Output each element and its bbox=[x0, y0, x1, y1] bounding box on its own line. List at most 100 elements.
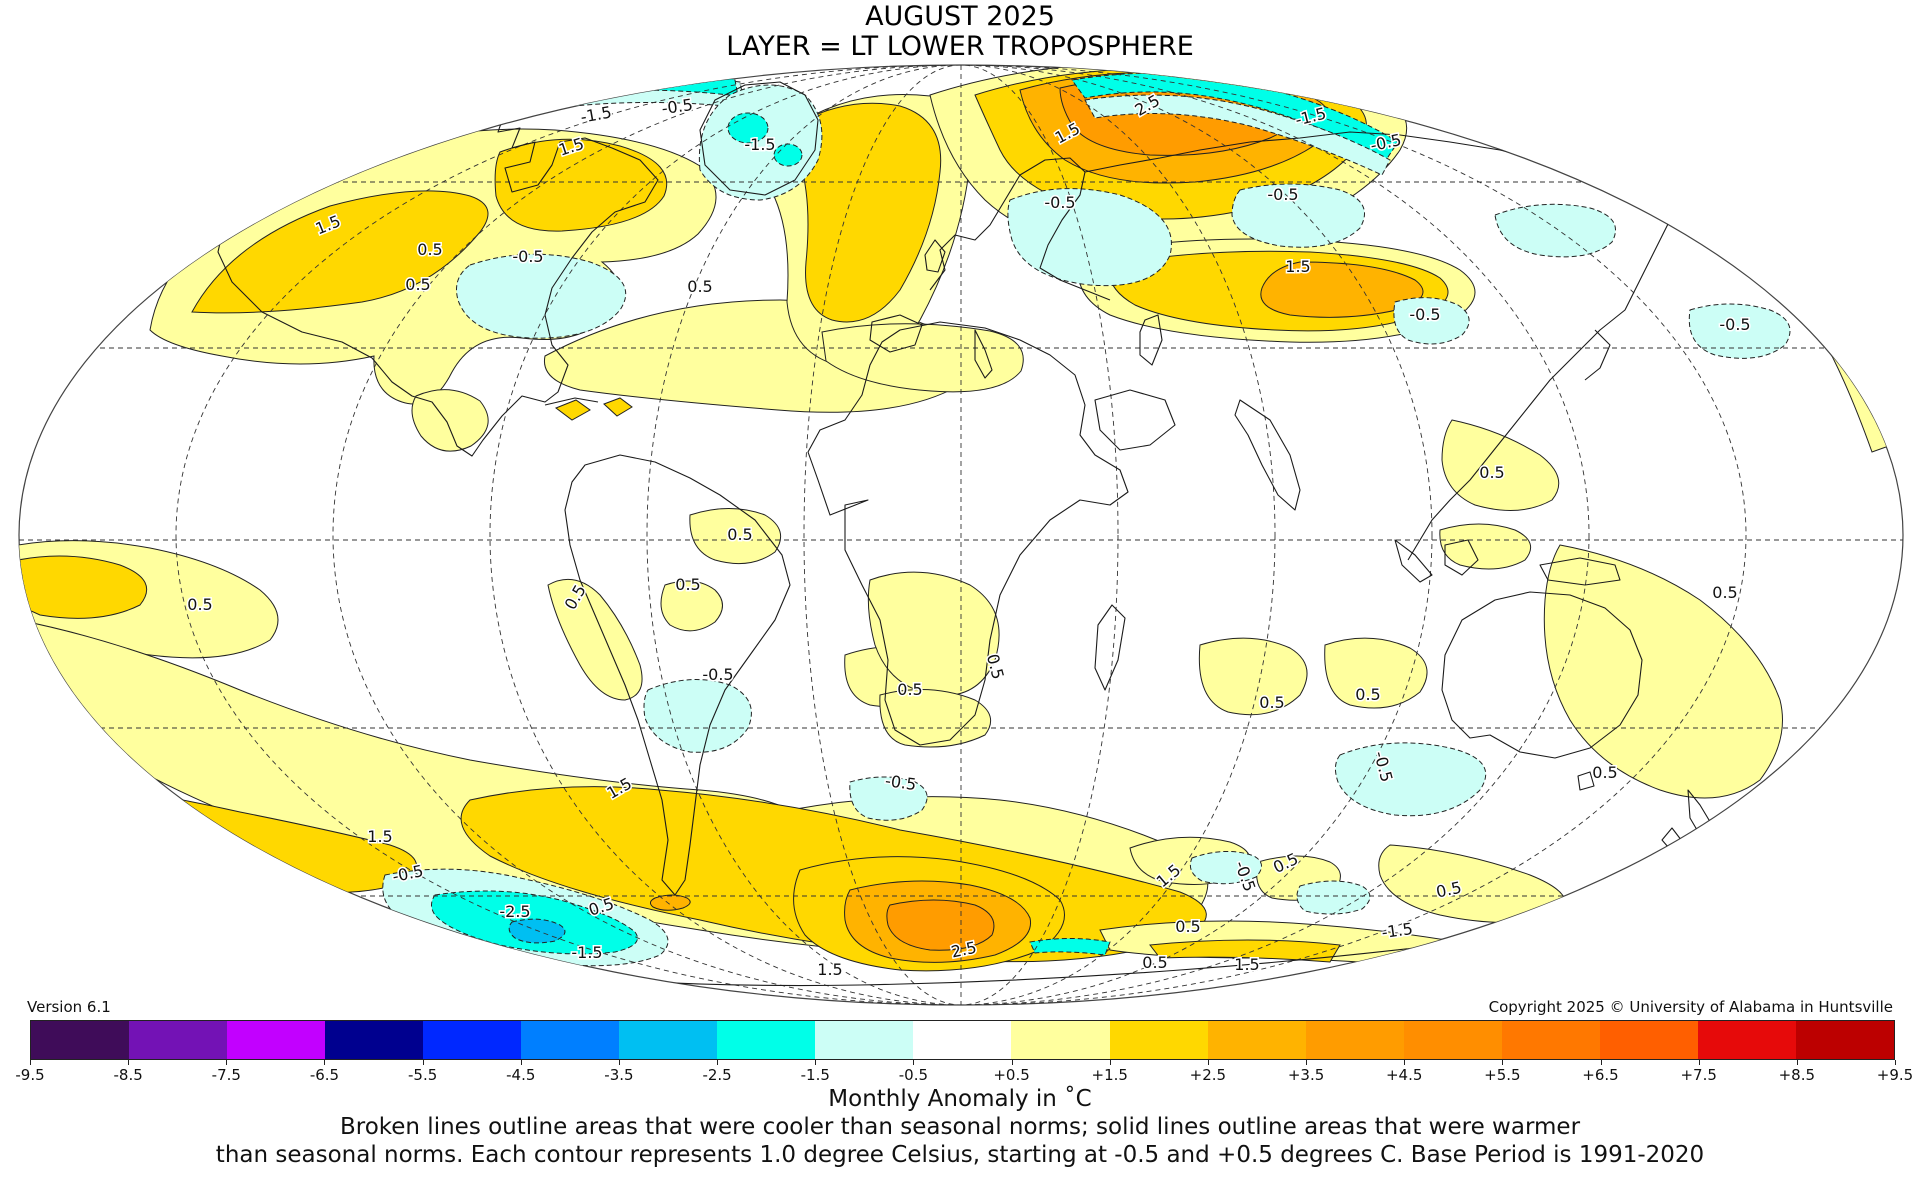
coast-madagascar bbox=[1094, 604, 1126, 691]
colorbar-segment bbox=[325, 1021, 424, 1059]
region-antarctic-warm-35 bbox=[886, 899, 995, 951]
contour-label: 1.5 bbox=[1797, 217, 1822, 236]
region-paraguay-cool bbox=[643, 679, 752, 753]
region-wpacific-cool bbox=[1393, 297, 1470, 345]
contour-label: 0.5 bbox=[1259, 693, 1284, 712]
contour-label: 0.5 bbox=[1592, 763, 1617, 782]
contour-label: 0.5 bbox=[1142, 953, 1167, 972]
contour-label: 0.5 bbox=[405, 275, 430, 294]
coast-europe-scandinavia bbox=[929, 157, 1111, 301]
region-caribbean-warm-2 bbox=[603, 397, 633, 417]
anomaly-colorbar bbox=[30, 1020, 1895, 1060]
region-greenland-core-1 bbox=[727, 112, 769, 144]
colorbar-segment bbox=[1697, 1021, 1796, 1059]
region-antarctic-cool-blob bbox=[849, 776, 928, 821]
contour-label: -2.5 bbox=[499, 902, 530, 921]
region-zambezi-warm bbox=[867, 571, 1000, 697]
colorbar-tick-mark bbox=[1011, 1060, 1013, 1065]
contour-label: 0.5 bbox=[897, 680, 922, 699]
region-indian-ocean-warm bbox=[1198, 637, 1308, 716]
contour-label: -0.5 bbox=[1719, 315, 1750, 334]
coast-cuba bbox=[544, 397, 599, 406]
colorbar-segment bbox=[815, 1021, 914, 1059]
colorbar-tick-mark bbox=[1502, 1060, 1504, 1065]
colorbar-tick-label: -1.5 bbox=[800, 1066, 830, 1084]
region-left-edge-core bbox=[19, 555, 148, 619]
region-npacific-cool bbox=[1688, 303, 1791, 359]
colorbar-tick-labels: -9.5 -8.5 -7.5 -6.5 -5.5 -4.5 -3.5 -2.5 -1.5 -0.5… bbox=[15, 1066, 1913, 1086]
map-title: AUGUST 2025 LAYER = LT LOWER TROPOSPHERE bbox=[0, 1, 1920, 62]
contour-label: -0.5 bbox=[1624, 145, 1655, 164]
region-sw-australia-cool bbox=[1334, 742, 1487, 817]
coast-greenland bbox=[699, 81, 819, 196]
colorbar-segment bbox=[1011, 1021, 1110, 1059]
contour-label: 1.5 bbox=[1285, 257, 1310, 276]
contour-label: -0.5 bbox=[702, 665, 733, 684]
colorbar-tick-mark bbox=[1796, 1060, 1798, 1065]
contour-label: 1.5 bbox=[1234, 955, 1259, 974]
region-russia-band-amber bbox=[1260, 261, 1424, 318]
contour-label: 0.5 bbox=[675, 575, 700, 594]
region-waustralia-ocean-warm bbox=[1324, 637, 1428, 709]
colorbar-tick-mark bbox=[618, 1060, 620, 1065]
contour-label: 0.5 bbox=[1479, 463, 1504, 482]
colorbar-tick-mark bbox=[30, 1060, 31, 1065]
contour-label: 0.5 bbox=[1712, 583, 1737, 602]
coast-japan bbox=[1584, 329, 1611, 381]
region-se-cool-streak-1 bbox=[1189, 850, 1262, 885]
region-mexico-warm bbox=[411, 389, 489, 452]
coast-africa bbox=[807, 321, 1129, 746]
contour-label: -1.5 bbox=[571, 943, 602, 962]
title-month: AUGUST 2025 bbox=[865, 1, 1055, 32]
region-wpacific-band bbox=[1441, 419, 1560, 511]
coast-italy bbox=[974, 329, 993, 379]
colorbar-segment bbox=[1109, 1021, 1208, 1059]
coast-south-america bbox=[564, 454, 791, 896]
contour-label: -1.5 bbox=[1380, 919, 1414, 942]
coast-uk bbox=[924, 239, 946, 273]
colorbar-segment bbox=[31, 1021, 130, 1059]
colorbar-tick-mark bbox=[1600, 1060, 1602, 1065]
colorbar-tick-label: +0.5 bbox=[993, 1066, 1030, 1084]
contour-label: 0.5 bbox=[417, 240, 442, 259]
region-caribbean-warm-1 bbox=[554, 399, 591, 421]
colorbar-tick-label: +9.5 bbox=[1876, 1066, 1914, 1084]
colorbar-tick-label: -0.5 bbox=[898, 1066, 929, 1084]
colorbar-tick-label: -5.5 bbox=[407, 1066, 438, 1084]
region-bottom-right-core bbox=[1149, 939, 1341, 963]
colorbar-tick-mark bbox=[128, 1060, 130, 1065]
caption-line-2: than seasonal norms. Each contour repres… bbox=[215, 1142, 1705, 1168]
coast-iberia bbox=[869, 314, 923, 353]
colorbar-tick-mark bbox=[1895, 1060, 1896, 1065]
contour-label: -0.5 bbox=[1267, 185, 1298, 204]
contour-label: 0.5 bbox=[687, 277, 712, 296]
region-siberia-cool-1 bbox=[1231, 183, 1365, 248]
colorbar-segment bbox=[1599, 1021, 1698, 1059]
contour-label: -1.5 bbox=[744, 135, 775, 154]
colorbar-segment bbox=[1501, 1021, 1600, 1059]
colorbar-segment bbox=[1403, 1021, 1502, 1059]
coast-caspian bbox=[1139, 314, 1163, 366]
region-eastern-us-cool bbox=[456, 253, 627, 339]
region-greenland-cool bbox=[698, 84, 823, 201]
colorbar-tick-label: -9.5 bbox=[15, 1066, 45, 1084]
contour-label: -0.5 bbox=[512, 247, 543, 266]
coast-arabia bbox=[1094, 389, 1176, 451]
colorbar-tick-label: -6.5 bbox=[309, 1066, 340, 1084]
colorbar-tick-mark bbox=[1404, 1060, 1406, 1065]
region-top-right-cool-streak bbox=[1559, 144, 1703, 182]
coast-new-guinea bbox=[1539, 557, 1621, 586]
region-patagonia-amber-sliver bbox=[649, 894, 691, 911]
contour-label: -0.5 bbox=[532, 74, 567, 100]
version-label: Version 6.1 bbox=[27, 998, 111, 1016]
colorbar-tick-mark bbox=[1306, 1060, 1308, 1065]
colorbar-tickmarks bbox=[30, 1060, 1896, 1066]
colorbar-tick-mark bbox=[324, 1060, 326, 1065]
contour-label: -0.5 bbox=[1409, 305, 1440, 324]
region-se-cool-streak-2 bbox=[1296, 880, 1371, 915]
colorbar-tick-mark bbox=[815, 1060, 817, 1065]
contour-label: 0.5 bbox=[1175, 917, 1200, 936]
coast-tasmania bbox=[1577, 771, 1595, 791]
colorbar-tick-mark bbox=[1109, 1060, 1111, 1065]
